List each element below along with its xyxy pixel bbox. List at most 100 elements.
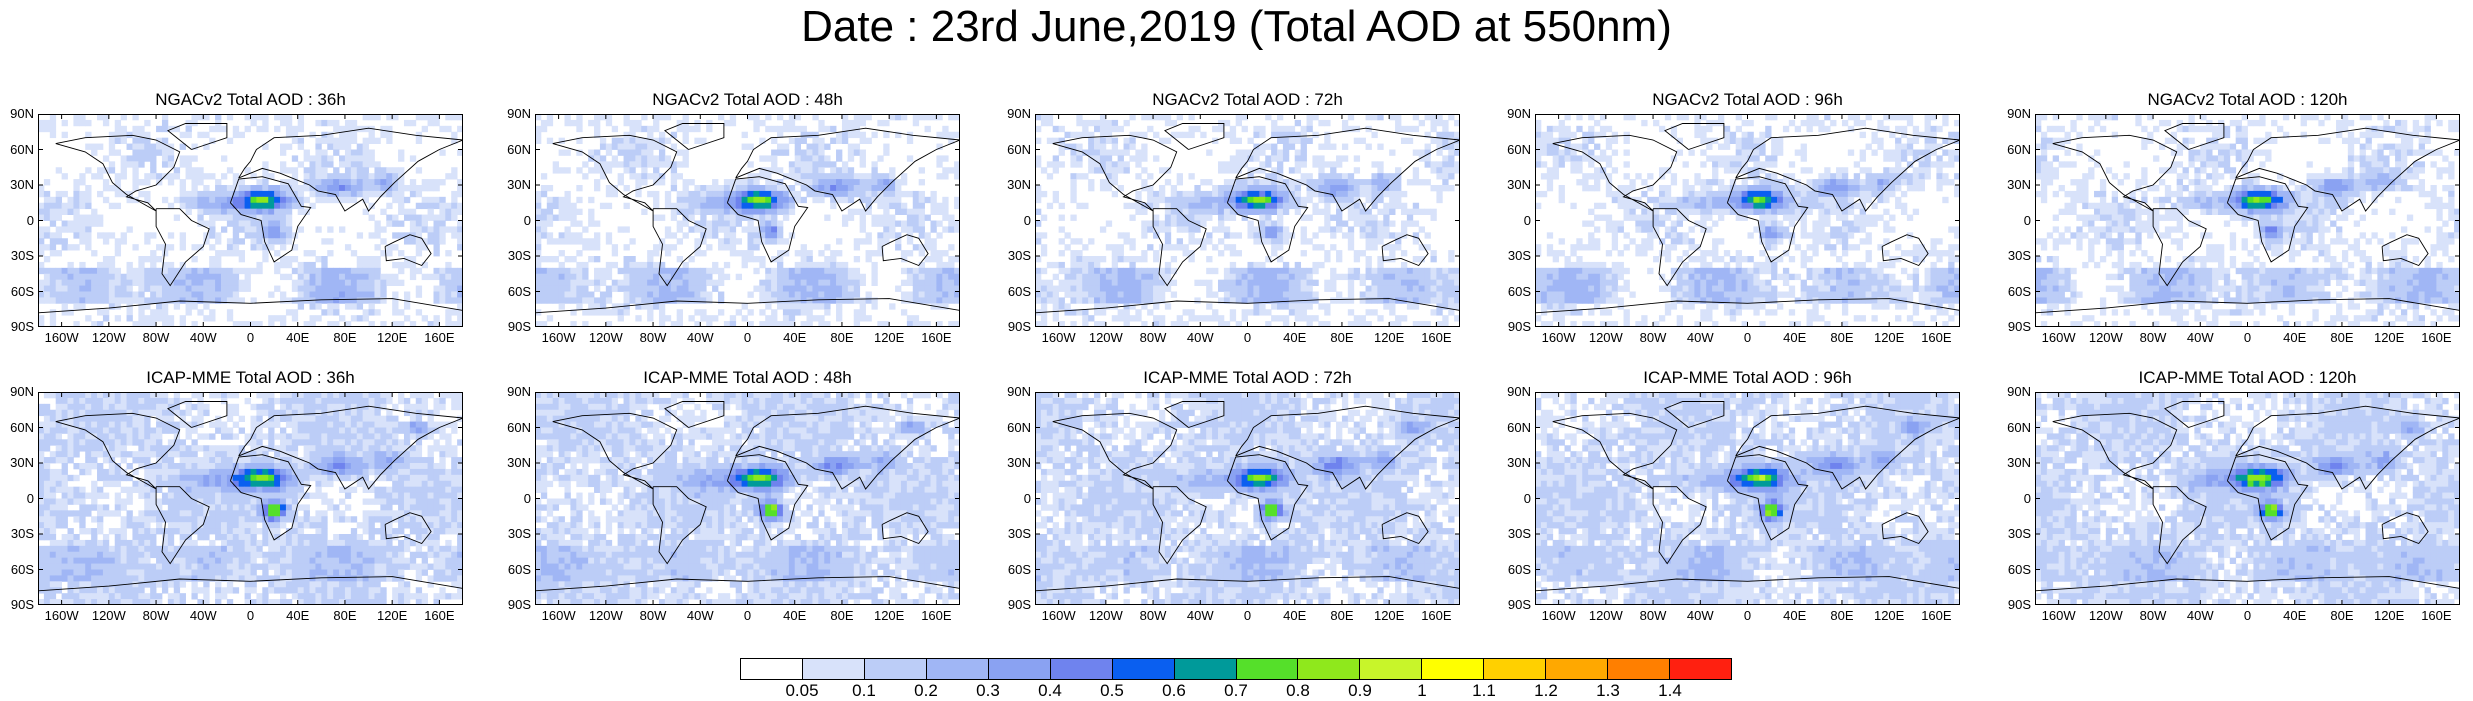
lat-tick-label: 60S: [2007, 561, 2031, 577]
lon-tick-label: 0: [246, 608, 255, 623]
coastline: [2226, 176, 2309, 263]
lon-tick-label: 160W: [1541, 608, 1576, 623]
lon-tick-label: 160E: [424, 608, 455, 623]
panel-title: ICAP-MME Total AOD : 48h: [643, 368, 852, 387]
lat-tick-label: 90S: [2007, 597, 2031, 612]
lon-tick-label: 80W: [639, 608, 667, 623]
colorbar-segment: [864, 659, 927, 679]
lat-tick-label: 30S: [507, 526, 531, 541]
lon-tick-label: 0: [246, 330, 255, 345]
lon-tick-label: 40W: [2186, 608, 2214, 623]
colorbar-segment: [1050, 659, 1113, 679]
lon-tick-label: 0: [743, 330, 752, 345]
lon-tick-label: 120E: [1873, 330, 1905, 345]
lon-tick-label: 120E: [1373, 330, 1405, 345]
lon-tick-label: 40E: [783, 608, 807, 623]
lat-tick-label: 60S: [1007, 561, 1031, 577]
lon-tick-label: 80W: [1139, 608, 1167, 623]
coastline: [1381, 234, 1429, 267]
lon-tick-label: 40E: [286, 330, 310, 345]
coastline: [1226, 454, 1309, 541]
coastline: [38, 298, 463, 314]
lat-tick-label: 60S: [1507, 561, 1531, 577]
coastline: [167, 401, 228, 428]
lat-tick-label: 60N: [1507, 141, 1531, 157]
lat-tick-label: 90N: [2007, 384, 2031, 399]
coastline: [1381, 512, 1429, 545]
lon-tick-label: 0: [1743, 330, 1752, 345]
coastline: [1726, 454, 1809, 541]
lat-tick-label: 60N: [10, 141, 34, 157]
lon-tick-label: 0: [1743, 608, 1752, 623]
colorbar-segment: [741, 659, 803, 679]
lon-tick-label: 120W: [2088, 608, 2123, 623]
coastline: [384, 512, 432, 545]
coastline: [1235, 127, 1460, 212]
lon-tick-label: 80E: [830, 330, 854, 345]
coastline: [2052, 134, 2178, 212]
aod-map: [1535, 392, 1960, 605]
lon-tick-label: 40E: [783, 330, 807, 345]
lat-tick-label: 60S: [1507, 283, 1531, 299]
lon-tick-label: 120E: [873, 330, 905, 345]
lat-tick-label: 30S: [10, 526, 34, 541]
aod-map: [38, 392, 463, 605]
lon-tick-label: 80E: [2330, 608, 2354, 623]
lat-tick-label: 0: [2023, 490, 2031, 506]
lon-tick-label: 40W: [1186, 330, 1214, 345]
lon-tick-label: 120E: [873, 608, 905, 623]
coastline: [652, 486, 707, 565]
lon-tick-label: 120W: [1088, 608, 1123, 623]
lon-tick-label: 160W: [541, 608, 576, 623]
colorbar-segment: [1298, 659, 1361, 679]
lon-tick-label: 160W: [1541, 330, 1576, 345]
lon-tick-label: 160W: [44, 608, 79, 623]
aod-map: [38, 114, 463, 327]
lon-tick-label: 40W: [686, 608, 714, 623]
lon-tick-label: 160W: [2041, 330, 2076, 345]
aod-map: [1535, 114, 1960, 327]
coastline: [2152, 486, 2207, 565]
lat-tick-label: 90N: [10, 384, 34, 399]
coastline: [2035, 576, 2460, 592]
coastline: [1152, 208, 1207, 287]
lon-tick-label: 160E: [921, 330, 952, 345]
colorbar-label: 0.7: [1224, 681, 1248, 700]
lat-tick-label: 30S: [10, 248, 34, 263]
lon-tick-label: 80W: [1639, 608, 1667, 623]
lat-tick-label: 30S: [1007, 248, 1031, 263]
coastline: [38, 576, 463, 592]
lon-tick-label: 80E: [830, 608, 854, 623]
lon-tick-label: 40E: [1783, 608, 1807, 623]
lon-tick-label: 40W: [686, 330, 714, 345]
lat-tick-label: 90S: [1507, 319, 1531, 334]
lat-tick-label: 0: [1023, 490, 1031, 506]
panel-title: NGACv2 Total AOD : 48h: [652, 90, 843, 109]
lon-tick-label: 80E: [333, 608, 357, 623]
panel-title: NGACv2 Total AOD : 120h: [2147, 90, 2348, 109]
lon-tick-label: 80W: [1139, 330, 1167, 345]
coastline: [1535, 298, 1960, 314]
coastline: [535, 576, 960, 592]
lon-tick-label: 80W: [1639, 330, 1667, 345]
lon-tick-label: 120W: [1088, 330, 1123, 345]
coastline: [2164, 401, 2225, 428]
lat-tick-label: 60N: [2007, 141, 2031, 157]
lon-tick-label: 40W: [1686, 608, 1714, 623]
colorbar-segment: [1422, 659, 1485, 679]
coastline: [167, 123, 228, 150]
panel-title: ICAP-MME Total AOD : 36h: [146, 368, 355, 387]
lon-tick-label: 80E: [333, 330, 357, 345]
figure-title: Date : 23rd June,2019 (Total AOD at 550n…: [801, 2, 1672, 51]
lon-tick-label: 40E: [1783, 330, 1807, 345]
lon-tick-label: 120E: [2373, 608, 2405, 623]
lon-tick-label: 40W: [189, 608, 217, 623]
lat-tick-label: 60S: [507, 561, 531, 577]
colorbar-label: 0.3: [976, 681, 1000, 700]
coastline: [238, 127, 463, 212]
lat-tick-label: 60S: [10, 561, 34, 577]
lon-tick-label: 120W: [91, 330, 126, 345]
coastline: [2152, 208, 2207, 287]
coastline: [2235, 127, 2460, 212]
lon-tick-label: 120W: [1588, 608, 1623, 623]
